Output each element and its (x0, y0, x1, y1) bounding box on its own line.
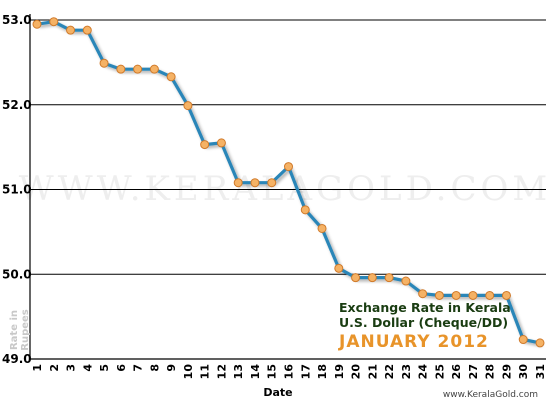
data-point (82, 25, 92, 35)
footer-website: www.KeralaGold.com (443, 390, 538, 400)
data-point (434, 290, 444, 300)
x-tick-label: 9 (165, 364, 178, 372)
data-point (351, 273, 361, 283)
data-point (518, 335, 528, 345)
x-axis-label: Date (263, 386, 292, 399)
x-tick-label: 7 (132, 364, 145, 372)
y-tick-label: 51.0 (2, 183, 32, 197)
x-tick-label: 26 (450, 364, 463, 380)
y-axis-tick-labels: 53.0 52.0 51.0 50.0 49.0 (2, 13, 32, 366)
data-point (535, 338, 545, 348)
x-tick-label: 2 (48, 364, 61, 372)
chart-title-line1: Exchange Rate in Kerala (339, 300, 511, 315)
x-tick-label: 15 (266, 364, 279, 379)
x-tick-label: 10 (182, 364, 195, 380)
x-tick-label: 8 (148, 364, 161, 372)
data-point (468, 290, 478, 300)
grid-lines (30, 19, 546, 275)
y-tick-label: 50.0 (2, 267, 32, 281)
data-point (334, 263, 344, 273)
x-tick-label: 14 (249, 364, 262, 380)
x-tick-label: 4 (81, 364, 94, 372)
data-point (233, 178, 243, 188)
x-tick-label: 6 (115, 364, 128, 372)
x-tick-label: 28 (484, 364, 497, 379)
x-tick-label: 1 (31, 364, 44, 372)
data-point (300, 205, 310, 215)
data-point (49, 17, 59, 27)
data-point (367, 273, 377, 283)
data-point (267, 178, 277, 188)
data-point (99, 58, 109, 68)
x-tick-label: 18 (316, 364, 329, 379)
x-tick-label: 24 (417, 364, 430, 380)
series-usd-rate (32, 17, 545, 348)
y-axis-label-line1: Rate in (9, 310, 20, 350)
data-point (133, 64, 143, 74)
x-tick-label: 23 (400, 364, 413, 379)
data-point (284, 162, 293, 172)
data-point (317, 223, 327, 233)
data-point (32, 19, 42, 29)
x-tick-label: 31 (534, 364, 547, 379)
data-point (66, 25, 76, 35)
data-point (200, 140, 210, 150)
x-tick-label: 17 (299, 364, 312, 379)
x-tick-label: 3 (65, 364, 78, 372)
axes (29, 14, 546, 360)
x-tick-label: 30 (517, 364, 530, 380)
x-tick-label: 22 (383, 364, 396, 379)
chart-title-month: JANUARY 2012 (338, 332, 489, 352)
x-tick-label: 29 (500, 364, 513, 379)
x-tick-label: 20 (350, 364, 363, 380)
x-tick-label: 13 (232, 364, 245, 379)
data-point (166, 72, 176, 82)
x-tick-label: 27 (467, 364, 480, 379)
data-point (183, 101, 193, 111)
data-point (116, 64, 126, 74)
data-point (250, 178, 260, 188)
x-tick-label: 11 (199, 364, 212, 379)
data-point (501, 290, 511, 300)
x-tick-label: 12 (215, 364, 228, 379)
x-tick-label: 5 (98, 364, 111, 372)
y-tick-label: 49.0 (2, 352, 32, 366)
x-tick-label: 25 (433, 364, 446, 379)
data-point (451, 290, 461, 300)
y-tick-label: 53.0 (2, 13, 32, 27)
x-axis-tick-labels: 1 2 3 4 5 6 7 8 9 10 11 12 13 14 15 16 17 18 19 20 21 22 23 24 2… (31, 364, 547, 380)
x-tick-label: 19 (333, 364, 346, 379)
chart-title-line2: U.S. Dollar (Cheque/DD) (339, 315, 508, 330)
x-tick-label: 21 (366, 364, 379, 379)
y-axis-label-line2: Rupees (20, 309, 31, 351)
data-point (418, 289, 428, 299)
data-point (149, 64, 159, 74)
x-tick-label: 16 (283, 364, 296, 380)
data-point (216, 138, 226, 148)
data-point (401, 276, 411, 286)
y-tick-label: 52.0 (2, 98, 32, 112)
data-point (485, 290, 495, 300)
data-point (384, 273, 394, 283)
